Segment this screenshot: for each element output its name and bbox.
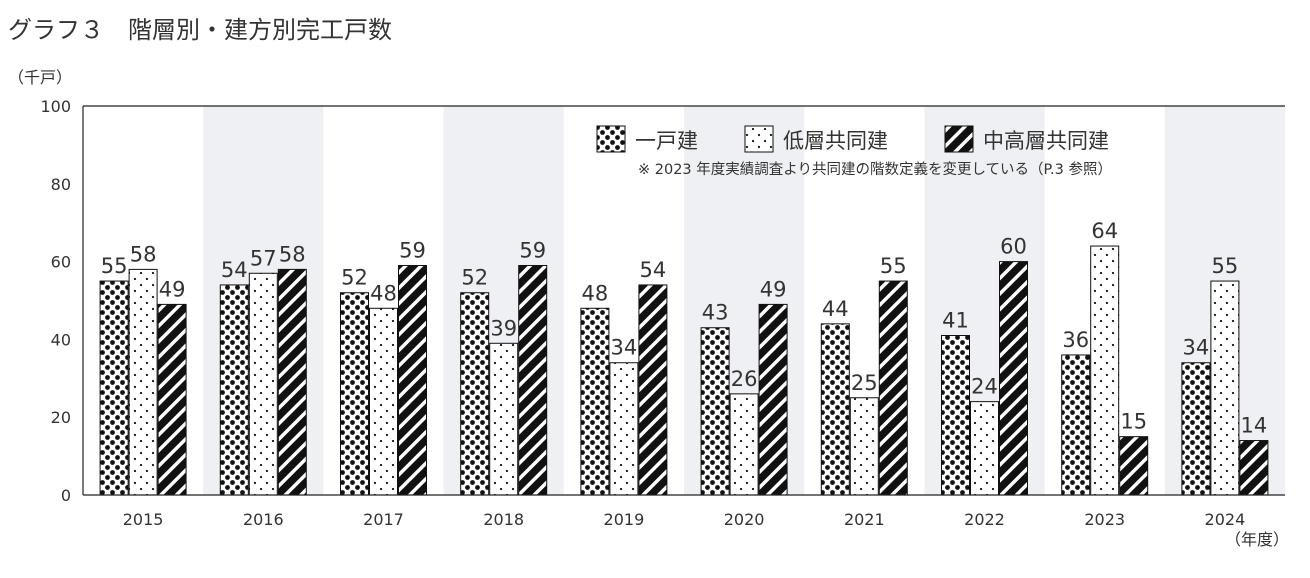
bar-低層共同建 <box>489 342 519 496</box>
x-tick-label: 2023 <box>1084 510 1125 529</box>
bar-一戸建 <box>340 292 369 496</box>
legend-swatch-中高層共同建 <box>944 125 974 153</box>
x-tick-label: 2022 <box>964 510 1005 529</box>
data-label: 54 <box>640 258 667 282</box>
bar-低層共同建 <box>1210 280 1240 496</box>
bar-低層共同建 <box>729 393 759 496</box>
bar-一戸建 <box>700 327 730 496</box>
bar-低層共同建 <box>970 401 999 496</box>
y-tick-label: 80 <box>51 175 71 194</box>
legend-swatch-一戸建 <box>596 125 626 153</box>
data-label: 57 <box>250 246 277 270</box>
bar-一戸建 <box>941 335 970 496</box>
x-tick-label: 2018 <box>483 510 524 529</box>
data-label: 24 <box>971 375 998 399</box>
bar-低層共同建 <box>128 268 158 496</box>
data-label: 14 <box>1241 414 1268 438</box>
data-label: 58 <box>130 242 157 266</box>
bar-一戸建 <box>580 307 610 496</box>
data-label: 55 <box>880 254 907 278</box>
legend-label: 中高層共同建 <box>983 129 1109 153</box>
data-label: 36 <box>1062 328 1089 352</box>
y-tick-label: 100 <box>40 97 71 116</box>
data-label: 64 <box>1091 219 1118 243</box>
bar-低層共同建 <box>609 362 639 496</box>
legend-swatch-低層共同建 <box>744 125 774 153</box>
legend-label: 低層共同建 <box>783 129 888 153</box>
bar-一戸建 <box>460 292 490 496</box>
data-label: 55 <box>1212 254 1239 278</box>
data-label: 43 <box>702 301 729 325</box>
x-tick-label: 2015 <box>123 510 164 529</box>
x-axis-label: （年度） <box>1225 530 1289 549</box>
bar-低層共同建 <box>1090 245 1120 496</box>
bar-低層共同建 <box>849 397 879 496</box>
bar-中高層共同建 <box>1119 436 1149 496</box>
bar-中高層共同建 <box>157 303 187 496</box>
chart-note: ※ 2023 年度実績調査より共同建の階数定義を変更している（P.3 参照） <box>638 161 1112 178</box>
data-label: 49 <box>760 277 787 301</box>
y-tick-label: 0 <box>61 486 71 505</box>
data-label: 34 <box>1183 336 1210 360</box>
legend: 一戸建 低層共同建 中高層共同建 <box>596 125 1109 153</box>
y-tick-label: 20 <box>51 408 71 427</box>
data-label: 44 <box>822 297 849 321</box>
data-label: 48 <box>582 281 609 305</box>
bar-中高層共同建 <box>758 303 788 496</box>
bar-中高層共同建 <box>277 268 307 496</box>
x-tick-label: 2024 <box>1205 510 1246 529</box>
data-label: 52 <box>341 266 368 290</box>
bar-低層共同建 <box>248 272 278 496</box>
bar-中高層共同建 <box>398 264 427 496</box>
data-label: 48 <box>370 281 397 305</box>
x-tick-label: 2017 <box>363 510 404 529</box>
data-label: 41 <box>942 309 969 333</box>
x-tick-label: 2016 <box>243 510 284 529</box>
data-label: 26 <box>731 367 758 391</box>
chart-title: グラフ３ 階層別・建方別完工戸数 <box>8 16 392 44</box>
bar-中高層共同建 <box>999 261 1028 496</box>
bar-中高層共同建 <box>878 280 908 496</box>
data-label: 49 <box>159 277 186 301</box>
data-label: 39 <box>490 316 517 340</box>
bar-低層共同建 <box>369 307 398 496</box>
bar-一戸建 <box>820 323 850 496</box>
data-label: 58 <box>279 242 306 266</box>
data-label: 25 <box>851 371 878 395</box>
x-tick-label: 2021 <box>844 510 885 529</box>
legend-label: 一戸建 <box>635 129 698 153</box>
x-tick-label: 2019 <box>604 510 645 529</box>
x-tick-label: 2020 <box>724 510 765 529</box>
data-label: 15 <box>1120 410 1147 434</box>
y-tick-label: 40 <box>51 330 71 349</box>
bar-中高層共同建 <box>638 284 668 496</box>
bar-中高層共同建 <box>518 264 548 496</box>
data-label: 60 <box>1000 235 1027 259</box>
data-label: 55 <box>101 254 128 278</box>
data-label: 34 <box>611 336 638 360</box>
bar-中高層共同建 <box>1239 440 1269 496</box>
data-label: 59 <box>399 238 426 262</box>
y-tick-label: 60 <box>51 253 71 272</box>
bar-一戸建 <box>99 280 129 496</box>
bar-一戸建 <box>1181 362 1211 496</box>
bar-一戸建 <box>1061 354 1091 496</box>
data-label: 59 <box>519 238 546 262</box>
data-label: 54 <box>221 258 248 282</box>
y-axis-label: （千戸） <box>8 68 72 87</box>
data-label: 52 <box>461 266 488 290</box>
bar-一戸建 <box>219 284 249 496</box>
